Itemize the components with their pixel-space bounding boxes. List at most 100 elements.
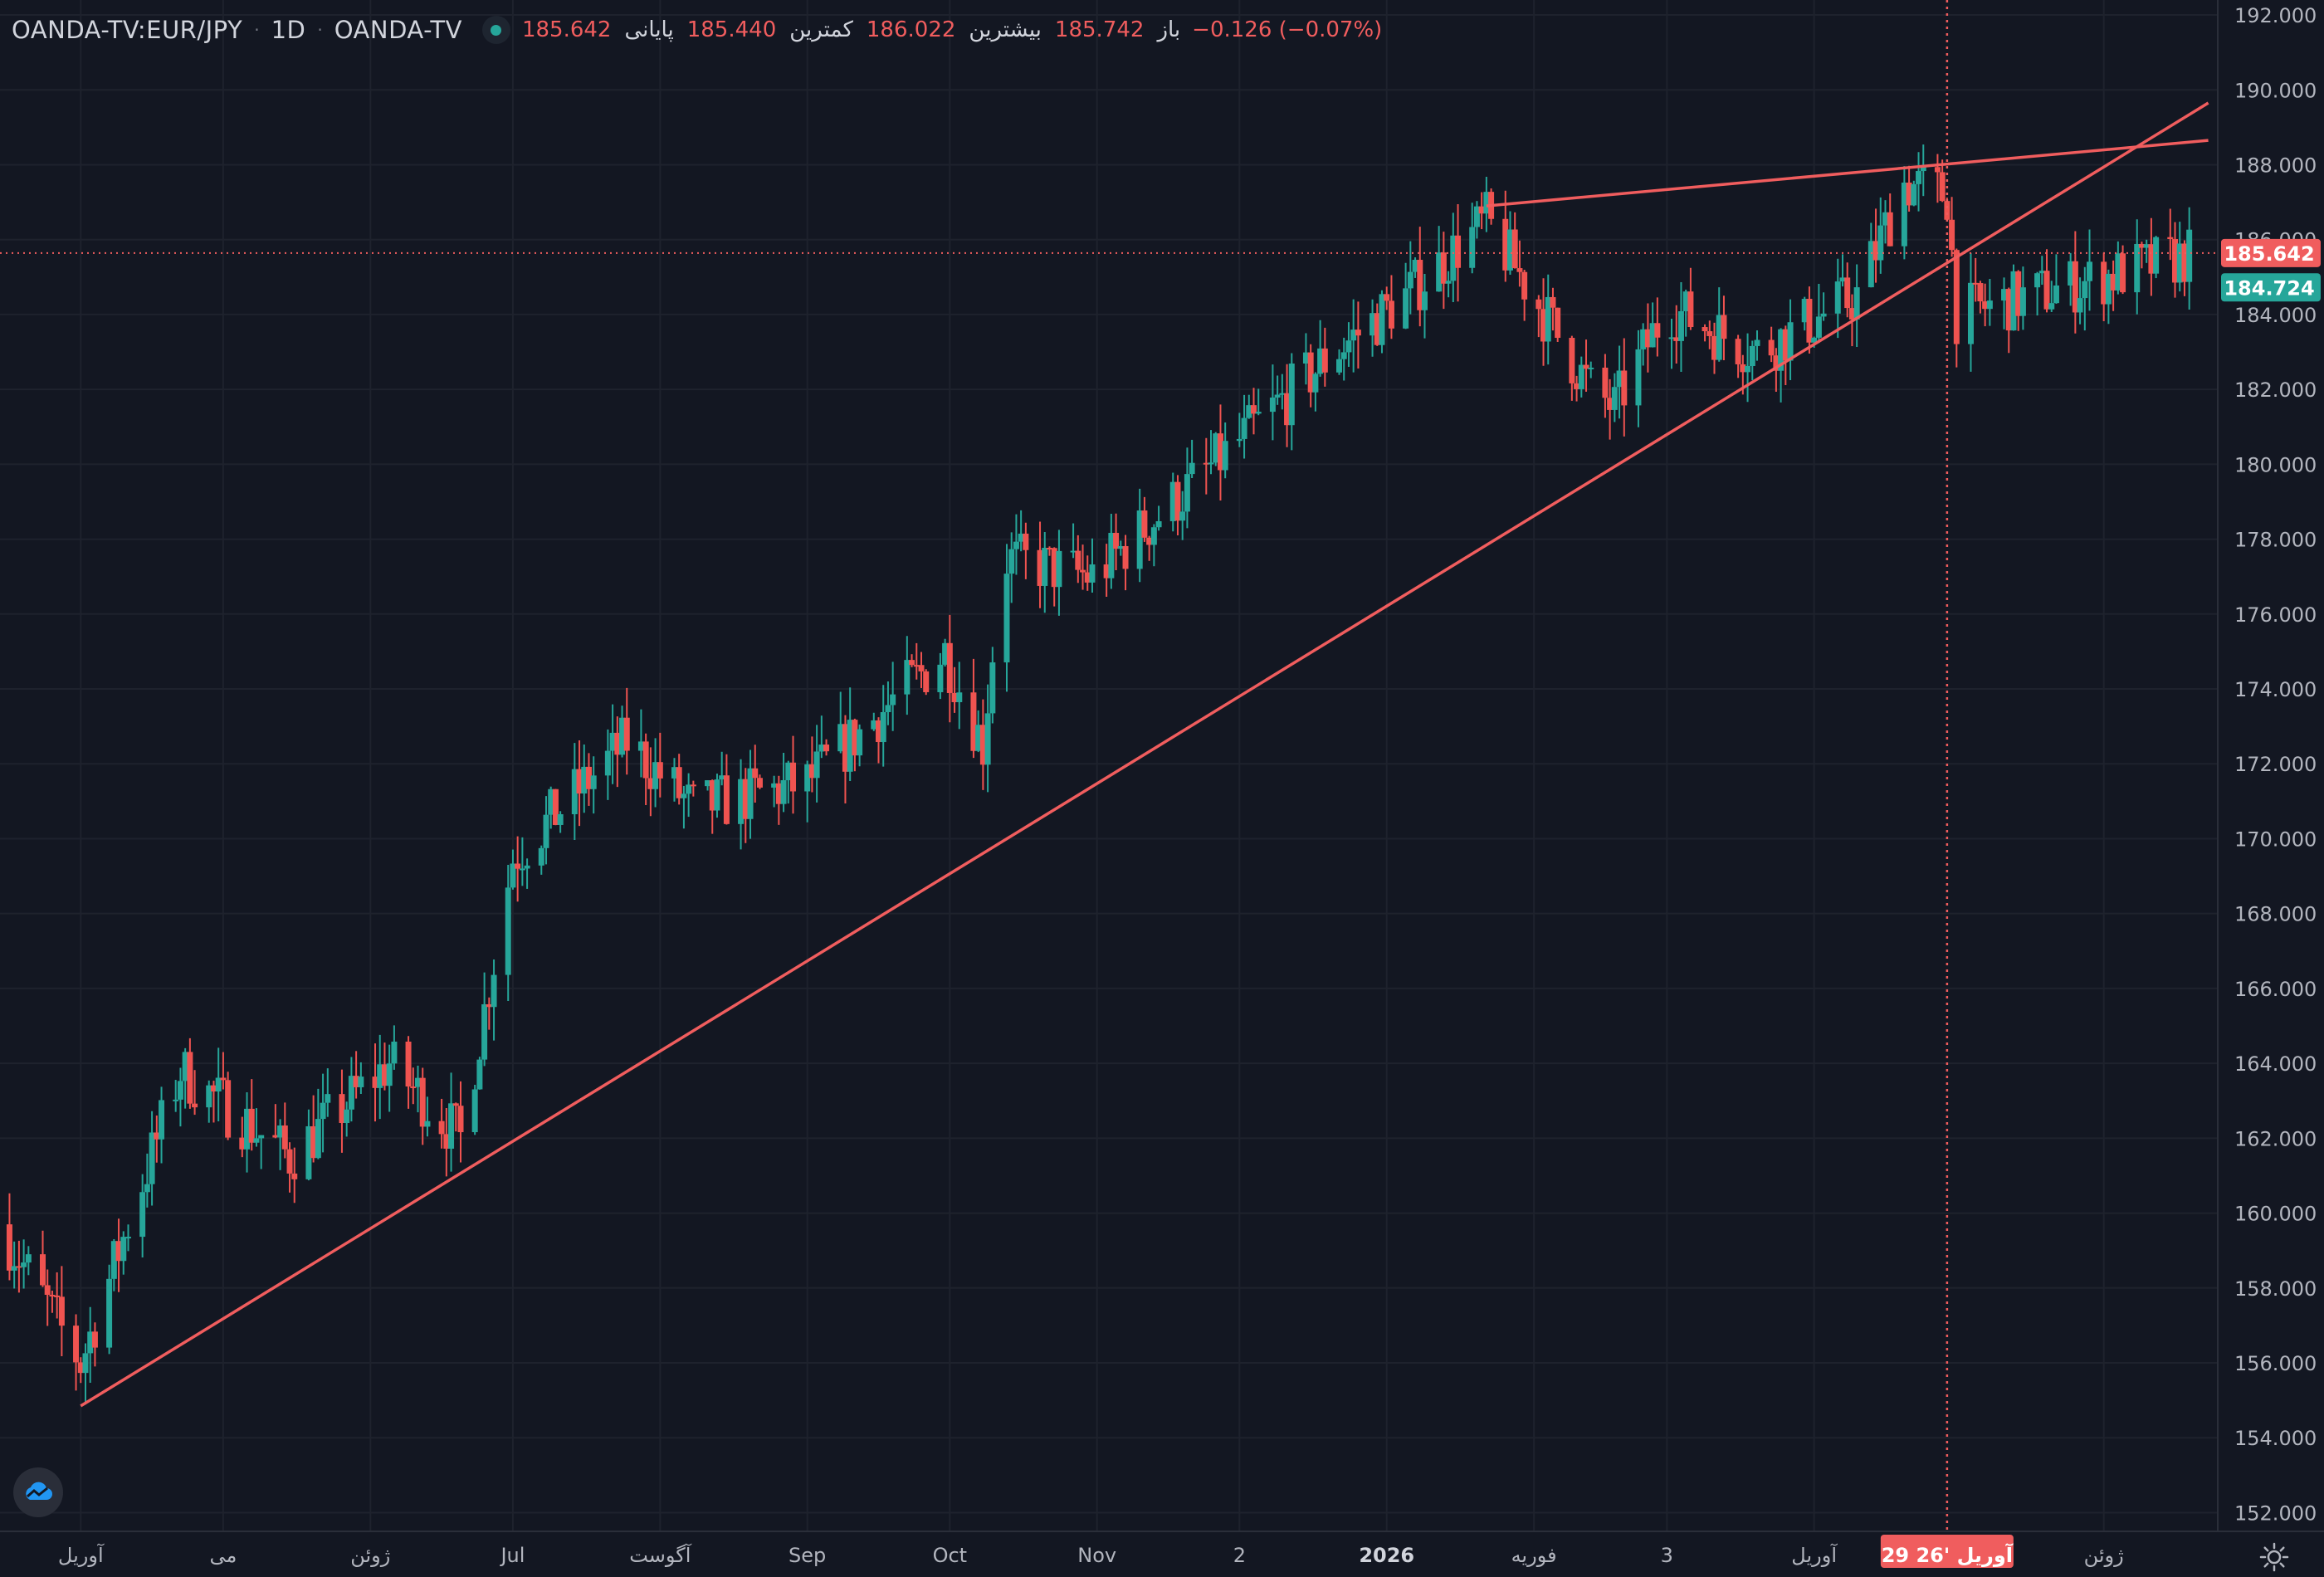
candle-down bbox=[438, 1120, 445, 1135]
candle-up bbox=[989, 662, 996, 714]
candle-up bbox=[1616, 370, 1623, 388]
candle-up bbox=[1222, 441, 1228, 471]
candle-up bbox=[2087, 261, 2093, 281]
candle-up bbox=[1911, 183, 1917, 206]
price-axis[interactable]: 192.000190.000188.000186.000184.000182.0… bbox=[2217, 0, 2321, 1531]
candle-up bbox=[2048, 303, 2055, 310]
candle-down bbox=[1080, 569, 1086, 573]
candle-down bbox=[1284, 393, 1291, 426]
candle-up bbox=[942, 642, 949, 665]
candle-down bbox=[1583, 364, 1589, 369]
candle-down bbox=[239, 1137, 246, 1150]
time-tick-label: Nov bbox=[1077, 1544, 1116, 1567]
candle-down bbox=[310, 1125, 317, 1159]
candle-down bbox=[923, 671, 930, 692]
candle-up bbox=[1473, 206, 1480, 227]
candle-down bbox=[1122, 545, 1129, 569]
candle-up bbox=[344, 1109, 350, 1123]
candle-up bbox=[1379, 294, 1385, 345]
drawing-layer[interactable] bbox=[80, 101, 2209, 1408]
candle-up bbox=[771, 783, 778, 788]
open-value: 185.742 bbox=[1054, 17, 1145, 42]
candle-up bbox=[1412, 260, 1418, 272]
candle-up bbox=[1868, 241, 1874, 288]
time-axis[interactable]: آوریل می ژوئن Jul آگوست Sep Oct Nov 2 2026 فوریه 3 آ… bbox=[0, 1531, 2324, 1568]
candle-up bbox=[1279, 393, 1286, 395]
candle-down bbox=[585, 766, 592, 789]
candle-up bbox=[2068, 261, 2074, 286]
candle-up bbox=[2034, 273, 2041, 288]
chart-settings-button[interactable] bbox=[2258, 1540, 2291, 1574]
candle-down bbox=[515, 863, 521, 869]
candle-down bbox=[909, 660, 915, 666]
price-tick-label: 164.000 bbox=[2234, 1052, 2317, 1076]
candle-down bbox=[1521, 271, 1528, 300]
market-status-icon[interactable] bbox=[481, 16, 510, 44]
candle-down bbox=[1174, 481, 1181, 521]
price-tick-label: 170.000 bbox=[2234, 828, 2317, 851]
candle-down bbox=[709, 780, 715, 811]
candlestick-series bbox=[6, 144, 2193, 1405]
symbol-name[interactable]: OANDA-TV:EUR/JPY bbox=[12, 16, 243, 44]
candle-up bbox=[1136, 510, 1143, 569]
last-price-badge-bg bbox=[2221, 238, 2321, 267]
interval-label[interactable]: 1D bbox=[271, 16, 306, 44]
candle-up bbox=[1920, 167, 1926, 172]
candle-up bbox=[1901, 182, 1907, 247]
second-price-badge: 184.724 bbox=[2224, 276, 2314, 300]
candle-up bbox=[2176, 243, 2183, 283]
candle-up bbox=[415, 1077, 422, 1087]
candle-down bbox=[1887, 212, 1893, 247]
candle-up bbox=[124, 1237, 131, 1239]
candle-down bbox=[1555, 307, 1561, 339]
candle-up bbox=[144, 1184, 150, 1193]
candle-up bbox=[471, 1089, 478, 1133]
candle-up bbox=[1578, 364, 1584, 389]
time-tick-label: آوریل bbox=[58, 1543, 105, 1567]
candle-down bbox=[742, 779, 749, 819]
candle-up bbox=[1882, 212, 1888, 226]
candle-up bbox=[1749, 345, 1755, 367]
candle-up bbox=[305, 1125, 312, 1179]
time-tick-label: فوریه bbox=[1511, 1544, 1557, 1567]
candle-down bbox=[614, 732, 621, 755]
candle-down bbox=[1113, 533, 1120, 549]
price-tick-label: 188.000 bbox=[2234, 154, 2317, 177]
candle-down bbox=[1251, 405, 1257, 414]
candle-up bbox=[110, 1241, 117, 1279]
candle-up bbox=[1815, 316, 1822, 338]
candle-up bbox=[2153, 237, 2160, 274]
candle-down bbox=[676, 767, 682, 798]
candle-down bbox=[1872, 241, 1879, 261]
candle-up bbox=[1246, 405, 1252, 418]
low-label: کمترین bbox=[789, 17, 853, 42]
candle-up bbox=[705, 780, 711, 787]
candle-up bbox=[719, 775, 725, 780]
candle-down bbox=[73, 1326, 80, 1363]
candle-up bbox=[1407, 271, 1413, 289]
candle-down bbox=[690, 784, 696, 787]
candle-down bbox=[1536, 299, 1542, 310]
gear-icon bbox=[2259, 1542, 2289, 1572]
candle-up bbox=[1754, 339, 1760, 346]
price-tick-label: 184.000 bbox=[2234, 304, 2317, 327]
candle-down bbox=[54, 1295, 61, 1297]
candle-down bbox=[1934, 167, 1941, 173]
candle-up bbox=[1350, 330, 1357, 341]
candle-up bbox=[880, 712, 886, 743]
candle-up bbox=[1042, 548, 1048, 586]
candle-down bbox=[1740, 364, 1746, 373]
candle-up bbox=[1070, 550, 1077, 553]
legend-separator: · bbox=[254, 20, 260, 40]
candle-up bbox=[1117, 545, 1124, 549]
candle-up bbox=[244, 1108, 251, 1150]
time-tick-label: Jul bbox=[499, 1544, 525, 1567]
candle-up bbox=[258, 1135, 265, 1139]
candle-up bbox=[2019, 287, 2026, 316]
candle-down bbox=[281, 1125, 288, 1150]
candle-up bbox=[548, 788, 554, 815]
tradingview-logo-button[interactable] bbox=[13, 1467, 63, 1517]
candle-up bbox=[448, 1103, 455, 1149]
candle-down bbox=[1574, 383, 1580, 389]
